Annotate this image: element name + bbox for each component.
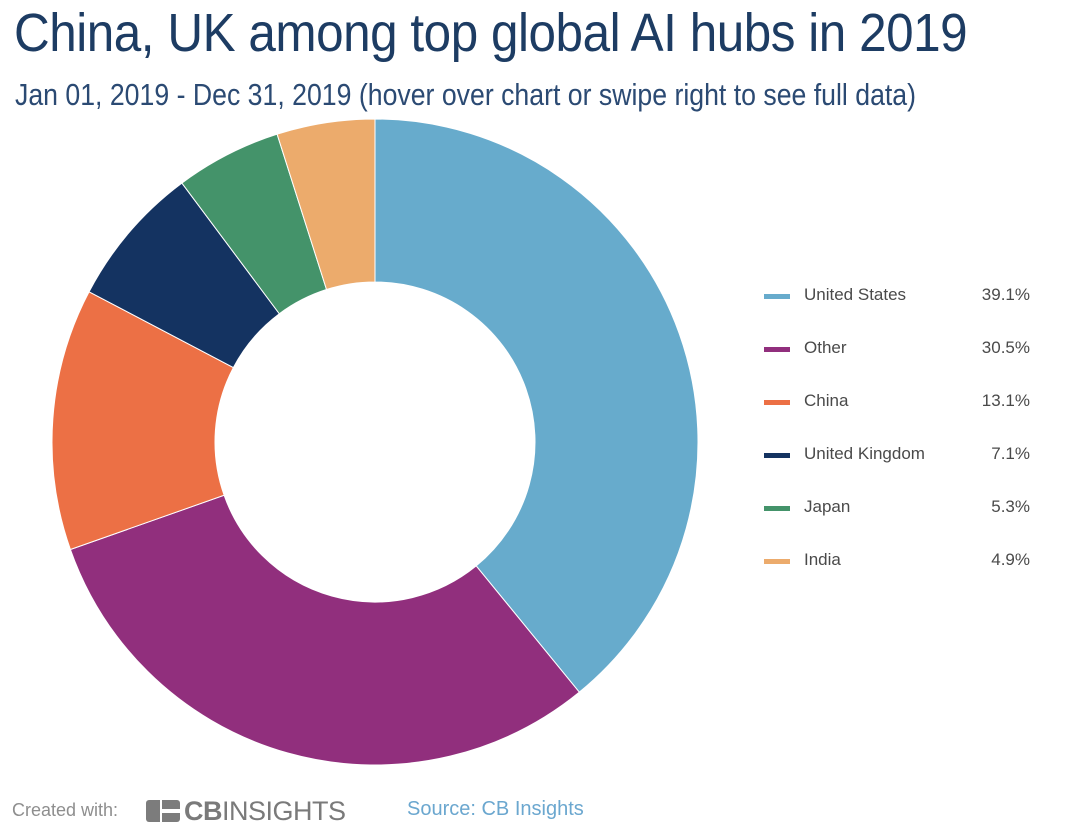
legend-swatch	[764, 400, 790, 405]
legend-item[interactable]: Japan 5.3%	[764, 495, 1034, 548]
legend-value: 7.1%	[991, 444, 1030, 463]
legend-label: United States	[804, 285, 907, 304]
legend-value: 5.3%	[991, 497, 1030, 516]
legend-label: Japan	[804, 497, 851, 516]
legend-item[interactable]: China 13.1%	[764, 389, 1034, 442]
legend-swatch	[764, 559, 790, 564]
donut-slice-china[interactable]	[51, 291, 235, 551]
legend-label: United Kingdom	[804, 444, 925, 463]
legend-swatch	[764, 347, 790, 352]
legend-item[interactable]: United Kingdom 7.1%	[764, 442, 1034, 495]
created-with-label: Created with:	[12, 800, 119, 820]
legend-item[interactable]: India 4.9%	[764, 548, 1034, 601]
legend-swatch	[764, 506, 790, 511]
legend-value: 13.1%	[981, 391, 1030, 410]
chart-title: China, UK among top global AI hubs in 20…	[14, 3, 968, 63]
donut-slice-united-states[interactable]	[374, 118, 699, 693]
donut-slice-india[interactable]	[276, 118, 376, 291]
cb-insights-logo-icon	[146, 800, 180, 822]
chart-subtitle: Jan 01, 2019 - Dec 31, 2019 (hover over …	[15, 77, 917, 112]
legend-item[interactable]: Other 30.5%	[764, 336, 1034, 389]
legend-label: China	[804, 391, 849, 410]
footer: Created with: CBINSIGHTS Source: CB Insi…	[12, 796, 712, 826]
legend-label: Other	[804, 338, 847, 357]
legend-item[interactable]: United States 39.1%	[764, 283, 1034, 336]
legend-label: India	[804, 550, 841, 569]
donut-slice-other[interactable]	[69, 494, 581, 766]
legend-value: 30.5%	[981, 338, 1030, 357]
chart-legend: United States 39.1% Other 30.5% China 13.1% Un…	[764, 283, 1034, 601]
cb-insights-logo[interactable]: CBINSIGHTS	[146, 796, 346, 826]
legend-swatch	[764, 294, 790, 299]
cb-insights-logo-text: CBINSIGHTS	[184, 795, 346, 826]
legend-swatch	[764, 453, 790, 458]
source-link[interactable]: Source: CB Insights	[407, 798, 584, 820]
legend-value: 39.1%	[981, 285, 1030, 304]
legend-value: 4.9%	[991, 550, 1030, 569]
